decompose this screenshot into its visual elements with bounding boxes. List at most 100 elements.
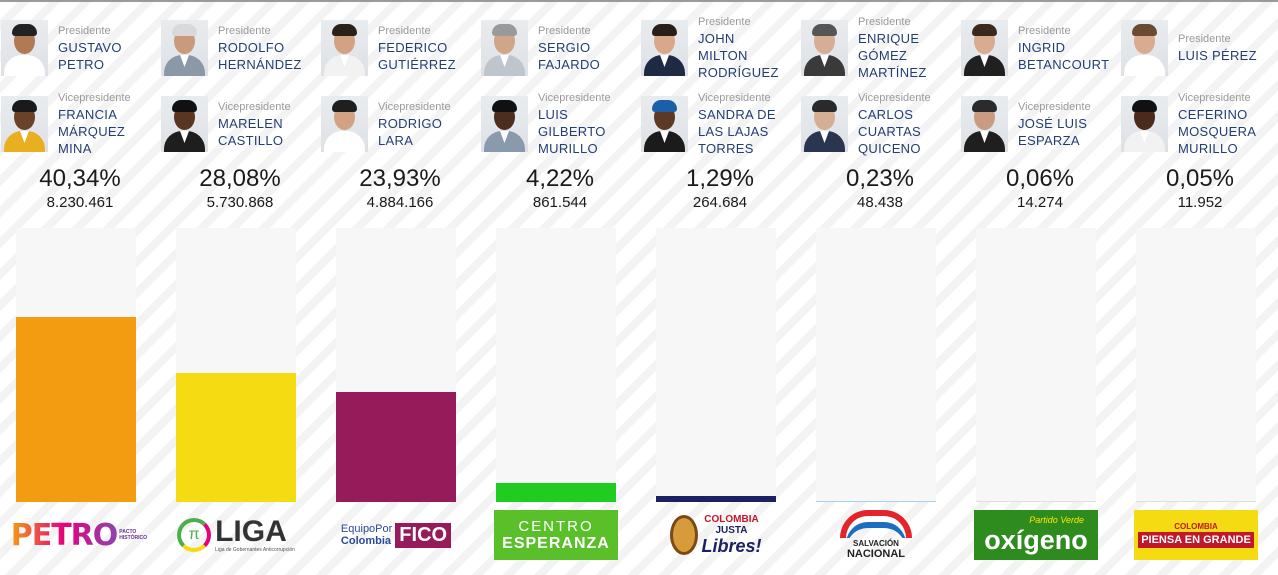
candidate-column: Presidente GUSTAVO PETRO Vicepresidente FRAN…	[0, 0, 160, 575]
candidate-column: Presidente SERGIO FAJARDO Vicepresidente LUI…	[480, 0, 640, 575]
vicepresidente-name-line: CUARTAS	[858, 124, 922, 139]
vicepresidente-name-line: FRANCIA	[58, 107, 118, 122]
vicepresidente-name-line: SANDRA DE	[698, 107, 776, 122]
votes-label: 48.438	[857, 194, 903, 211]
photo-hair	[652, 100, 677, 112]
presidente-photo	[481, 20, 528, 76]
presidente-name-line: FEDERICO	[378, 40, 448, 55]
party-logo: EquipoPor Colombia FICO	[332, 510, 460, 560]
photo-collar	[180, 131, 189, 143]
photo-hair	[492, 100, 517, 112]
presidente-name-line: RODOLFO	[218, 40, 285, 55]
petro-logo-text: PETRO	[10, 517, 119, 553]
votes-label: 4.884.166	[366, 194, 434, 211]
colombia-justa-text-group: COLOMBIA JUSTA Libres!	[701, 514, 761, 556]
centro-logo-text: CENTRO	[518, 517, 594, 535]
photo-collar	[660, 131, 669, 143]
vicepresidente-photo	[1121, 96, 1168, 152]
photo-hair	[1132, 24, 1157, 36]
presidente-name-line: FAJARDO	[538, 57, 601, 72]
bar	[16, 317, 136, 502]
vicepresidente-name-line: LAS LAJAS	[698, 124, 769, 139]
photo-collar	[20, 55, 29, 67]
party-logo: PETRO PACTO HISTÓRICO	[10, 510, 148, 560]
partido-verde-text: Partido Verde	[1029, 515, 1084, 525]
photo-hair	[172, 24, 197, 36]
bar-track	[656, 228, 776, 502]
photo-collar	[20, 131, 29, 143]
photo-hair	[812, 24, 837, 36]
vicepresidente-name-line: LARA	[378, 133, 414, 148]
presidente-name-line: RODRÍGUEZ	[698, 65, 779, 80]
votes-label: 5.730.868	[206, 194, 274, 211]
presidente-name-line: ENRIQUE	[858, 31, 920, 46]
bar	[496, 483, 616, 502]
presidente-name-line: HERNÁNDEZ	[218, 57, 302, 72]
photo-hair	[492, 24, 517, 36]
vicepresidente-name-line: LUIS	[538, 107, 569, 122]
photo-collar	[180, 55, 189, 67]
candidate-column: Presidente INGRID BETANCOURT Vicepresidente…	[960, 0, 1120, 575]
bar-track	[816, 228, 936, 502]
presidente-photo	[641, 20, 688, 76]
presidente-photo	[321, 20, 368, 76]
nacional-text: NACIONAL	[846, 548, 906, 560]
presidente-name-line: INGRID	[1018, 40, 1066, 55]
piensa-en-grande-text: PIENSA EN GRANDE	[1138, 532, 1254, 548]
presidente-name-line: GUSTAVO	[58, 40, 122, 55]
presidente-name-line: SERGIO	[538, 40, 591, 55]
party-logo: CENTRO ESPERANZA	[494, 510, 618, 560]
party-logo: SALVACIÓN NACIONAL	[812, 510, 940, 560]
presidente-label: Presidente	[58, 25, 111, 37]
vicepresidente-name: JOSÉ LUIS ESPARZA	[1018, 115, 1118, 149]
photo-hair	[12, 100, 37, 112]
vicepresidente-name-line: MURILLO	[538, 141, 598, 156]
photo-collar	[980, 131, 989, 143]
presidente-label: Presidente	[1178, 33, 1231, 45]
votes-label: 861.544	[532, 194, 588, 211]
vicepresidente-name: CARLOS CUARTAS QUICENO	[858, 106, 958, 157]
vicepresidente-photo	[161, 96, 208, 152]
vicepresidente-name-line: MARELEN	[218, 116, 283, 131]
party-logo: COLOMBIA PIENSA EN GRANDE	[1134, 510, 1258, 560]
vicepresidente-name-line: CARLOS	[858, 107, 914, 122]
presidente-name-line: GUTIÉRREZ	[378, 57, 456, 72]
photo-collar	[500, 55, 509, 67]
bar	[176, 373, 296, 502]
photo-hair	[812, 100, 837, 112]
percent-label: 0,05%	[1165, 165, 1235, 192]
salvacion-text: SALVACIÓN	[853, 539, 899, 548]
vicepresidente-name: MARELEN CASTILLO	[218, 115, 318, 149]
photo-collar	[1140, 55, 1149, 67]
vicepresidente-name-line: MÁRQUEZ	[58, 124, 126, 139]
photo-collar	[660, 55, 669, 67]
vicepresidente-name-line: RODRIGO	[378, 116, 443, 131]
votes-label: 11.952	[1177, 194, 1223, 211]
salvacion-arc-icon	[840, 510, 912, 538]
presidente-name: INGRID BETANCOURT	[1018, 39, 1118, 73]
presidente-name: GUSTAVO PETRO	[58, 39, 158, 73]
presidente-name: LUIS PÉREZ	[1178, 47, 1278, 64]
votes-label: 264.684	[692, 194, 748, 211]
vicepresidente-name: SANDRA DE LAS LAJAS TORRES	[698, 106, 798, 157]
presidente-name-line: MILTON	[698, 48, 748, 63]
vicepresidente-name: LUIS GILBERTO MURILLO	[538, 106, 638, 157]
fico-logo-left: EquipoPor Colombia	[341, 523, 392, 547]
vicepresidente-photo	[481, 96, 528, 152]
percent-label: 28,08%	[199, 165, 281, 192]
vicepresidente-label: Vicepresidente	[698, 92, 771, 104]
vicepresidente-label: Vicepresidente	[218, 101, 291, 113]
petro-logo-subtext: PACTO HISTÓRICO	[119, 529, 148, 541]
bar-track	[496, 228, 616, 502]
vicepresidente-name-line: MINA	[58, 141, 92, 156]
votes-label: 14.274	[1017, 194, 1063, 211]
presidente-name: RODOLFO HERNÁNDEZ	[218, 39, 318, 73]
photo-collar	[820, 131, 829, 143]
photo-collar	[1140, 131, 1149, 143]
percent-label: 23,93%	[359, 165, 441, 192]
liga-logo-subtext: Liga de Gobernantes Anticorrupción	[215, 547, 295, 553]
vicepresidente-name-line: CASTILLO	[218, 133, 284, 148]
presidente-photo	[801, 20, 848, 76]
presidente-photo	[1, 20, 48, 76]
presidente-name: SERGIO FAJARDO	[538, 39, 638, 73]
